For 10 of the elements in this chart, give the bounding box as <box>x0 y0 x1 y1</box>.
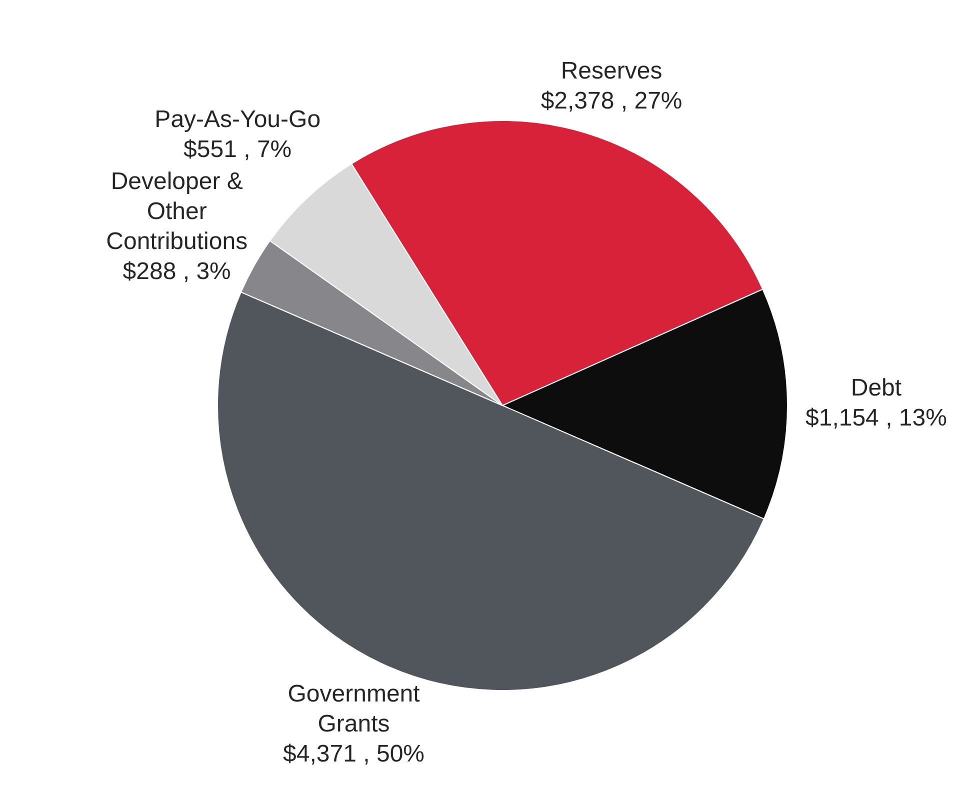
slice-label: Developer & Other Contributions <box>106 168 248 256</box>
data-label: $288 , 3% <box>122 258 231 286</box>
slice-label: Pay-As-You-Go <box>154 106 321 134</box>
data-label: $4,371 , 50% <box>283 740 425 768</box>
data-label: $551 , 7% <box>184 136 292 164</box>
data-label: $2,378 , 27% <box>540 88 682 115</box>
data-label: $1,154 , 13% <box>805 404 947 432</box>
slice-label: Debt <box>850 374 902 402</box>
slice-label: Government Grants <box>288 680 420 738</box>
slice-label: Reserves <box>560 58 662 85</box>
